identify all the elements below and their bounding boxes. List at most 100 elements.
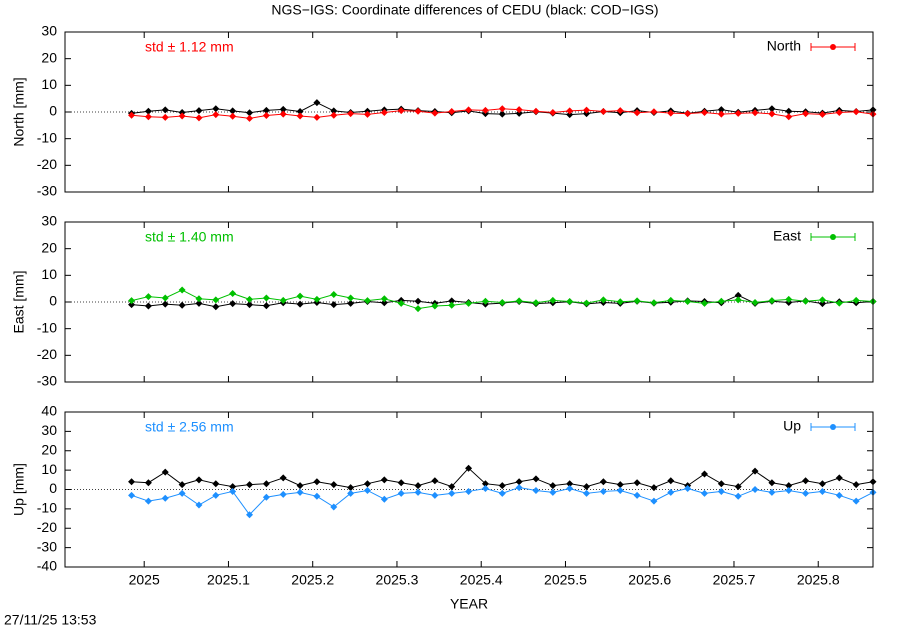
data-point [212,111,220,119]
data-point [751,109,759,117]
y-tick-label: 40 [41,403,57,419]
data-point [835,491,843,499]
data-point [633,491,641,499]
data-point [650,484,658,492]
data-point [414,297,422,305]
data-point [684,485,692,493]
data-point [717,487,725,495]
data-point [852,497,860,505]
data-point [279,105,287,113]
data-point [768,105,776,113]
legend-marker [830,234,836,240]
y-tick-label: -30 [37,183,57,199]
data-point [178,112,186,120]
data-point [515,484,523,492]
data-point [768,479,776,487]
data-point [195,114,203,122]
data-point [380,299,388,307]
data-point [363,486,371,494]
data-point [144,302,152,310]
data-point [229,483,237,491]
data-point [717,297,725,305]
data-point [549,296,557,304]
data-point [431,477,439,485]
data-point [296,112,304,120]
plot-frame [64,221,874,383]
data-point [448,107,456,115]
data-point [246,511,254,519]
data-point [785,482,793,490]
data-point [229,289,237,297]
data-point [583,489,591,497]
data-point [684,110,692,118]
x-tick-label: 2025.2 [291,572,334,588]
data-point [734,296,742,304]
data-point [802,110,810,118]
data-point [128,478,136,486]
data-point [818,487,826,495]
data-point [566,297,574,305]
data-point [229,112,237,120]
data-point [566,111,574,119]
data-point [481,485,489,493]
data-point [195,295,203,303]
timestamp: 27/11/25 13:53 [4,612,97,628]
data-point [700,489,708,497]
data-point [246,114,254,122]
data-point [667,488,675,496]
data-point [229,107,237,115]
y-tick-label: 30 [41,23,57,39]
data-point [313,113,321,121]
data-point [330,503,338,511]
y-axis-label: East [mm] [11,270,27,333]
y-tick-label: -40 [37,558,57,574]
data-point [246,481,254,489]
data-point [734,483,742,491]
data-point [212,105,220,113]
data-point [616,481,624,489]
data-point [448,297,456,305]
data-point [347,294,355,302]
y-tick-label: 30 [41,422,57,438]
data-point [515,109,523,117]
data-point [347,489,355,497]
data-point [414,482,422,490]
legend-label: East [773,228,801,244]
data-point [667,477,675,485]
data-point [515,478,523,486]
data-point [583,299,591,307]
data-point [195,107,203,115]
data-point [532,475,540,483]
y-axis-label: North [mm] [11,77,27,146]
data-point [330,291,338,299]
data-point [330,107,338,115]
data-point [161,113,169,121]
data-point [785,295,793,303]
data-point [852,296,860,304]
data-point [566,480,574,488]
data-point [532,107,540,115]
data-point [566,107,574,115]
data-point [633,109,641,117]
y-tick-label: 0 [49,293,57,309]
data-point [296,488,304,496]
data-point [380,495,388,503]
data-point [296,482,304,490]
data-point [229,487,237,495]
data-point [852,481,860,489]
data-point [633,479,641,487]
x-tick-label: 2025.4 [460,572,503,588]
data-point [448,301,456,309]
legend-marker [830,44,836,50]
data-point [279,110,287,118]
data-point [212,303,220,311]
data-point [650,108,658,116]
y-tick-label: -10 [37,129,57,145]
data-point [818,110,826,118]
data-point [363,297,371,305]
data-point [397,479,405,487]
data-point [161,494,169,502]
x-tick-label: 2025.1 [207,572,250,588]
y-tick-label: -10 [37,319,57,335]
